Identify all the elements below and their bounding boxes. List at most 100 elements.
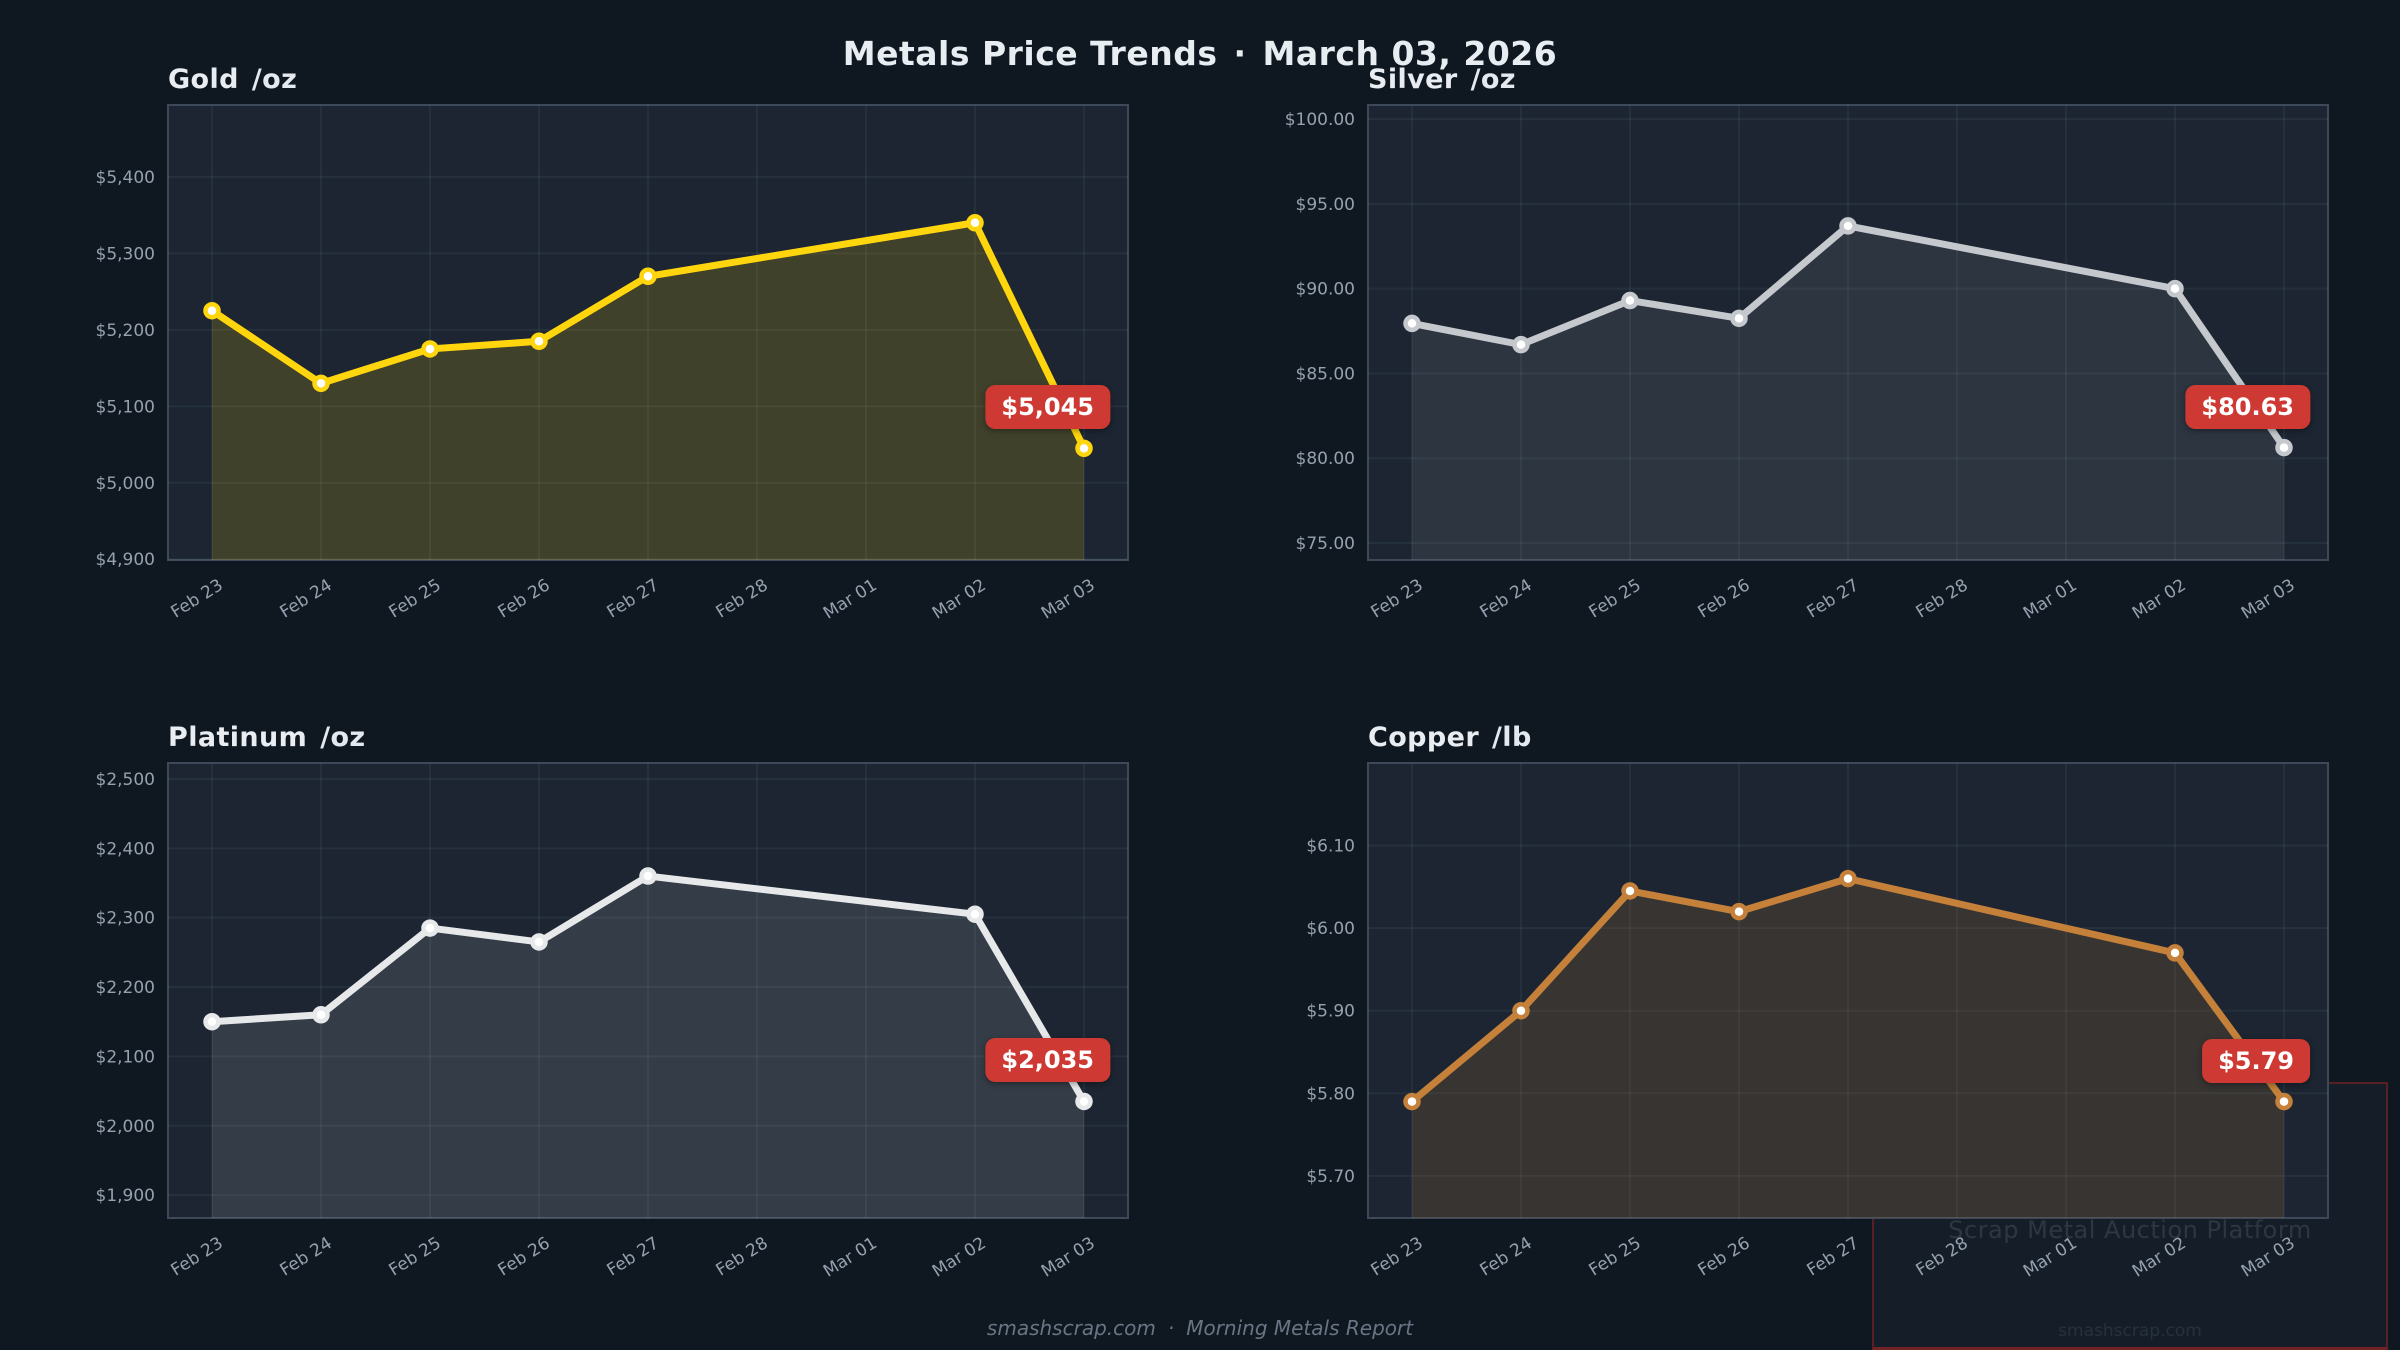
y-axis-tick-label: $95.00	[1296, 195, 1355, 215]
metal-name: Gold	[168, 64, 239, 95]
data-point-marker	[2275, 1092, 2293, 1111]
y-axis-tick-label: $5.80	[1306, 1084, 1355, 1104]
page-title-text: Metals Price Trends	[842, 34, 1218, 73]
y-axis-tick-label: $2,500	[96, 770, 155, 790]
x-axis-tick-label: Feb 23	[168, 575, 227, 622]
x-axis-tick-label: Mar 01	[820, 1233, 881, 1281]
series-area-fill	[1412, 225, 2284, 560]
x-axis-tick-label: Feb 27	[1804, 575, 1863, 622]
data-point-marker	[203, 1012, 221, 1031]
y-axis-tick-label: $6.00	[1306, 919, 1355, 939]
data-point-marker	[530, 332, 548, 351]
data-point-marker	[2166, 944, 2184, 962]
y-axis-tick-label: $5,200	[96, 321, 155, 341]
x-axis-tick-label: Feb 26	[1695, 575, 1754, 622]
silver-price-chart: Feb 23 Feb 24 Feb 25 Feb 26 Feb 27 Feb 28 Mar …	[1285, 104, 2329, 624]
watermark-platform-text: Scrap Metal Auction Platform	[1948, 1216, 2312, 1244]
x-axis-tick-label: Mar 01	[820, 575, 881, 623]
y-axis-tick-label: $5.90	[1306, 1002, 1355, 1022]
y-axis-tick-label: $90.00	[1296, 280, 1355, 300]
series-area-fill	[212, 876, 1084, 1218]
data-point-marker	[1403, 1092, 1421, 1111]
page-title: Metals Price Trends · March 03, 2026	[0, 36, 2400, 72]
series-area-fill	[212, 222, 1084, 560]
y-axis-tick-label: $5.70	[1306, 1167, 1355, 1187]
y-axis-tick-label: $4,900	[96, 550, 155, 570]
plot-area	[167, 762, 1129, 1219]
x-axis-tick-label: Mar 01	[2020, 1233, 2081, 1281]
data-point-marker	[639, 867, 657, 885]
data-point-marker	[1839, 869, 1857, 888]
page-footer: smashscrap.com · Morning Metals Report	[0, 1316, 2400, 1340]
chart-title-gold: Gold/oz	[168, 64, 297, 95]
data-point-marker	[966, 905, 984, 923]
plot-area	[1367, 762, 2329, 1219]
platinum-price-chart: Feb 23 Feb 24 Feb 25 Feb 26 Feb 27 Feb 28 Mar …	[96, 762, 1129, 1282]
x-axis-tick-label: Feb 27	[604, 575, 663, 622]
x-axis-tick-label: Mar 03	[1038, 575, 1099, 623]
y-axis-tick-label: $1,900	[96, 1186, 155, 1206]
title-separator-dot: ·	[1233, 34, 1247, 73]
x-axis-tick-label: Feb 23	[1368, 575, 1427, 622]
data-point-marker	[639, 267, 657, 286]
x-axis-tick-label: Feb 24	[1477, 1233, 1536, 1280]
metal-name: Platinum	[168, 722, 308, 753]
data-point-marker	[1075, 1092, 1093, 1111]
x-axis-tick-label: Feb 28	[713, 1233, 772, 1280]
page-title-date: March 03, 2026	[1262, 34, 1558, 73]
y-axis-tick-label: $2,000	[96, 1117, 155, 1137]
metal-unit: /lb	[1492, 722, 1532, 753]
metal-unit: /oz	[251, 64, 298, 95]
x-axis-tick-label: Feb 25	[1586, 1233, 1645, 1280]
y-axis-tick-label: $75.00	[1296, 534, 1355, 554]
x-axis-tick-label: Mar 03	[2238, 1233, 2299, 1281]
chart-title-platinum: Platinum/oz	[168, 722, 366, 753]
metal-name: Silver	[1368, 64, 1458, 95]
x-axis-tick-label: Feb 26	[495, 575, 554, 622]
x-axis-tick-label: Feb 28	[1913, 575, 1972, 622]
data-point-marker	[1839, 217, 1857, 235]
chart-panel-gold: Gold/oz Feb 23 Feb 24 Feb 25 Feb 26 Feb 27 Fe…	[60, 40, 1200, 660]
last-price-badge-gold: $5,045	[985, 385, 1110, 430]
x-axis-tick-label: Feb 28	[713, 575, 772, 622]
y-axis-tick-label: $2,300	[96, 909, 155, 929]
chart-panel-silver: Silver/oz Feb 23 Feb 24 Feb 25 Feb 26 Feb 27…	[1260, 40, 2400, 660]
series-area-fill	[1412, 878, 2284, 1218]
y-axis-tick-label: $2,100	[96, 1047, 155, 1067]
x-axis-tick-label: Feb 23	[1368, 1233, 1427, 1280]
data-point-marker	[421, 340, 439, 358]
metal-unit: /oz	[1470, 64, 1516, 95]
data-point-marker	[1512, 1001, 1530, 1020]
last-price-badge-copper: $5.79	[2202, 1038, 2310, 1083]
data-point-marker	[1730, 309, 1748, 328]
chart-panel-copper: Copper/lb Feb 23 Feb 24 Feb 25 Feb 26 Feb 27…	[1260, 698, 2400, 1318]
x-axis-tick-label: Feb 24	[277, 1233, 336, 1280]
footer-site: smashscrap.com	[986, 1316, 1156, 1340]
x-axis-tick-label: Mar 03	[1038, 1233, 1099, 1281]
y-axis-tick-label: $85.00	[1296, 364, 1355, 384]
data-point-marker	[966, 214, 984, 232]
y-axis-tick-label: $2,400	[96, 839, 155, 859]
x-axis-tick-label: Feb 26	[1695, 1233, 1754, 1280]
last-price-badge-platinum: $2,035	[985, 1038, 1110, 1083]
y-axis-tick-label: $100.00	[1285, 110, 1355, 130]
data-point-marker	[530, 933, 548, 951]
data-point-marker	[1621, 882, 1639, 900]
x-axis-tick-label: Feb 24	[277, 575, 336, 622]
data-point-marker	[1403, 314, 1421, 333]
chart-title-copper: Copper/lb	[1368, 722, 1532, 753]
y-axis-tick-label: $5,100	[96, 397, 155, 417]
data-point-marker	[312, 1006, 330, 1024]
y-axis-tick-label: $5,300	[96, 244, 155, 264]
data-point-marker	[421, 919, 439, 937]
data-point-marker	[312, 374, 330, 393]
footer-separator-dot: ·	[1167, 1316, 1175, 1340]
x-axis-tick-label: Mar 02	[2129, 1233, 2190, 1281]
x-axis-tick-label: Mar 02	[929, 1233, 990, 1281]
x-axis-tick-label: Mar 02	[929, 575, 990, 623]
x-axis-tick-label: Feb 25	[386, 1233, 445, 1280]
data-point-marker	[1621, 291, 1639, 310]
data-point-marker	[203, 301, 221, 320]
x-axis-tick-label: Feb 24	[1477, 575, 1536, 622]
